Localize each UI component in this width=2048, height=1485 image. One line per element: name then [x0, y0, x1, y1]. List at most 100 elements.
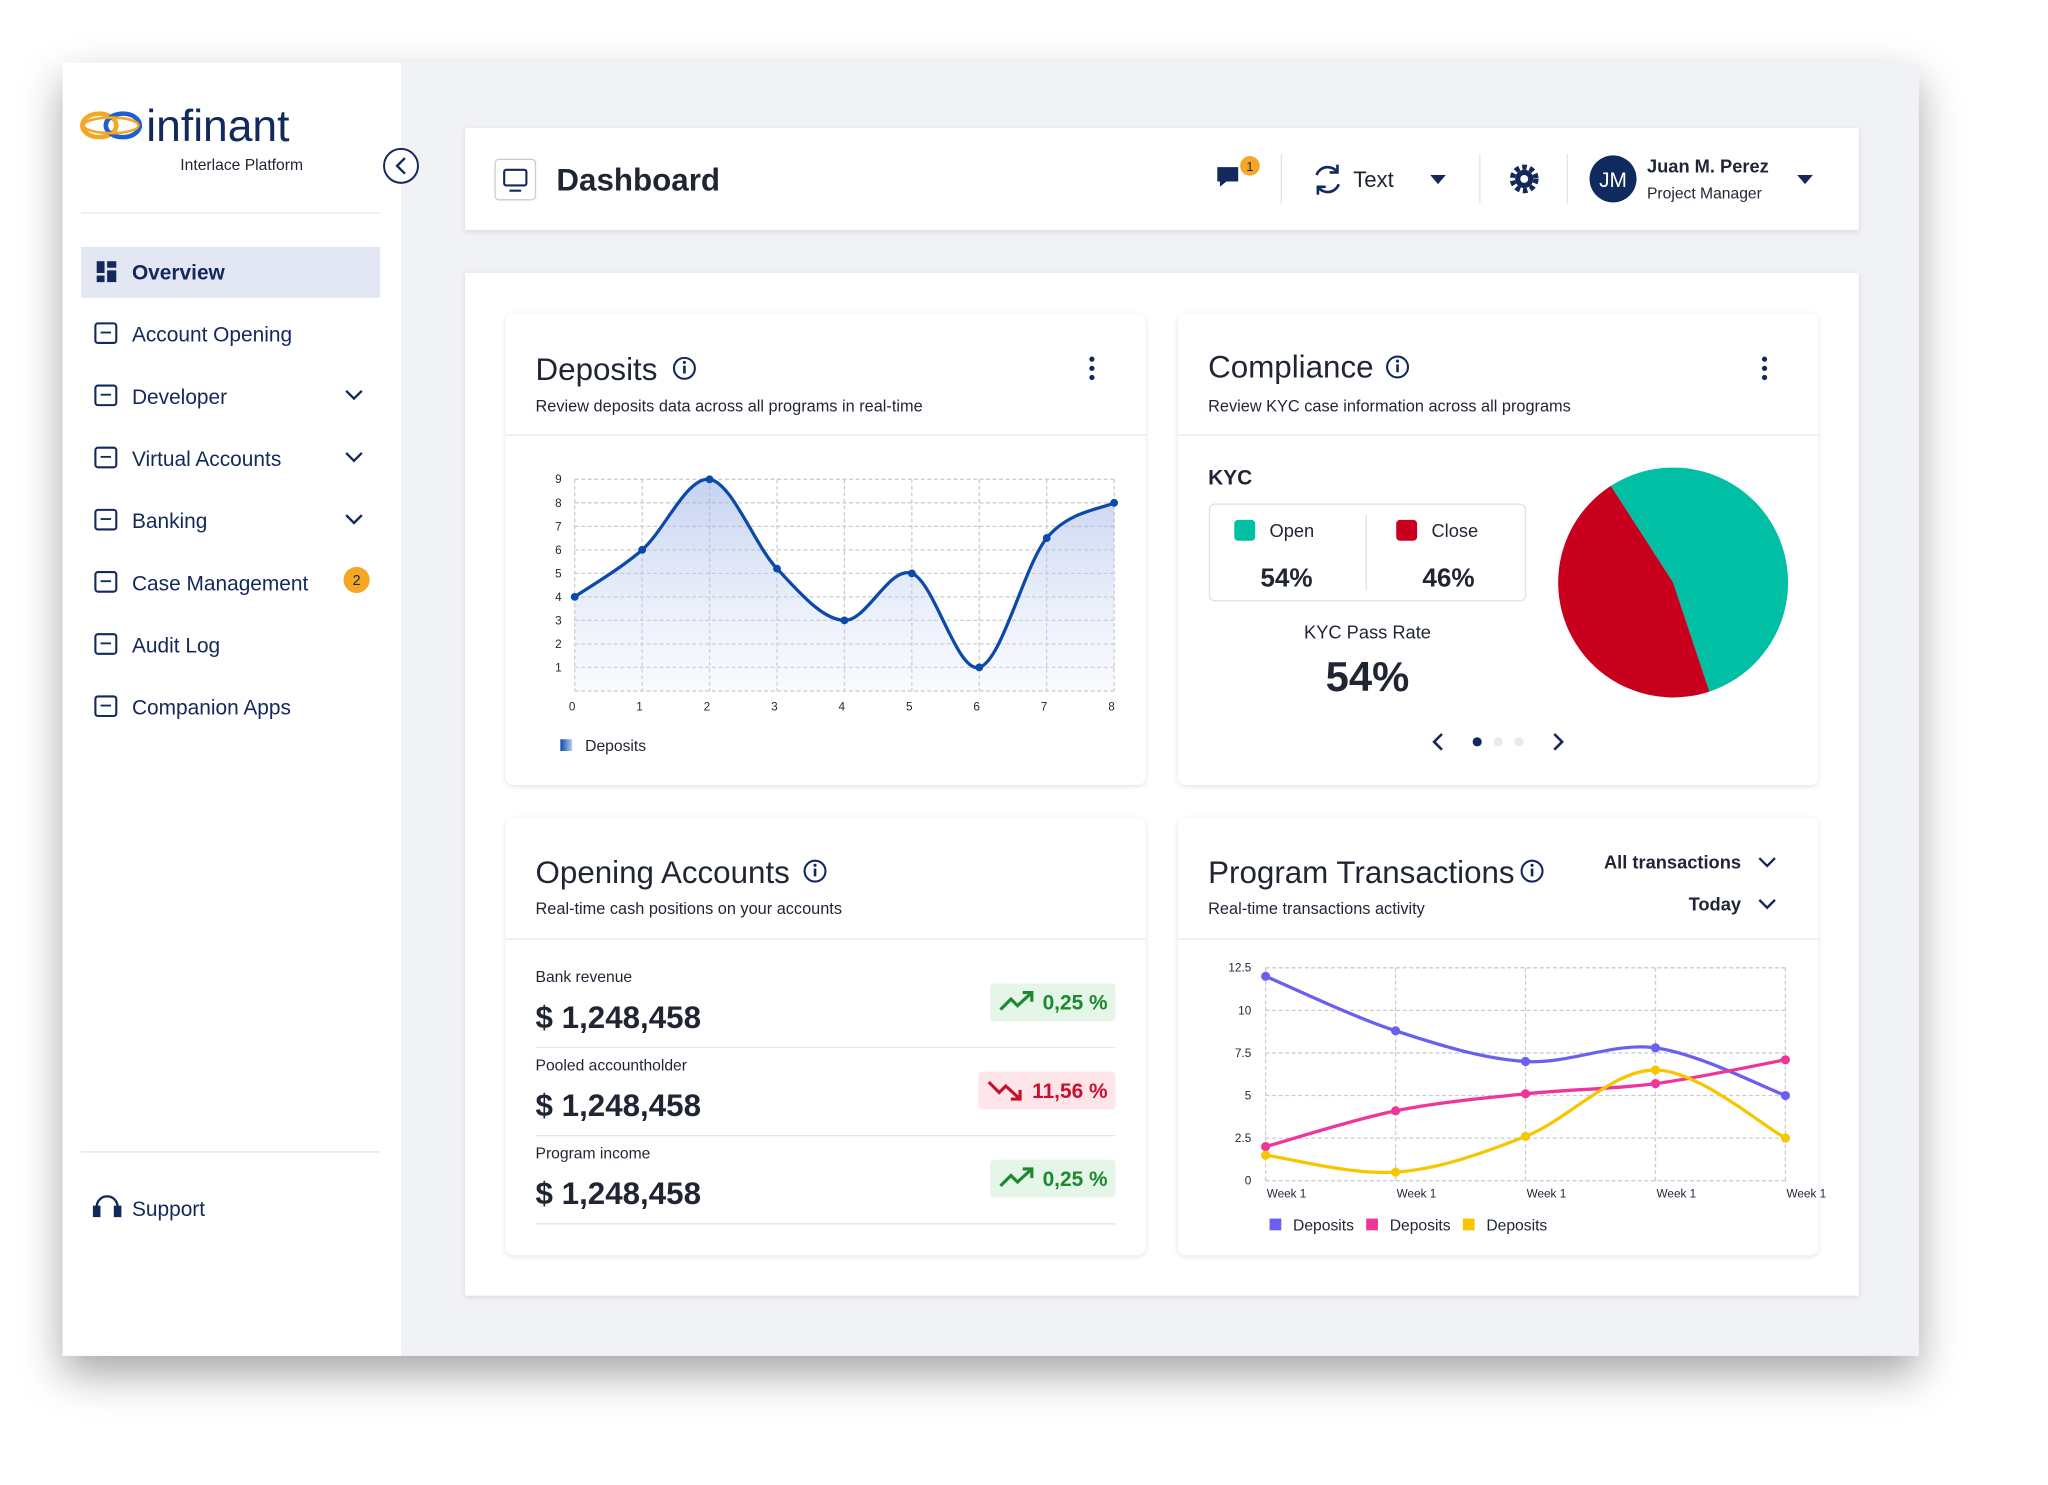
row-amount: $ 1,248,458: [536, 1088, 702, 1123]
y-tick-label: 2: [555, 638, 562, 651]
carousel-dot[interactable]: [1472, 737, 1482, 747]
nav-icon: [94, 322, 118, 345]
nav-item[interactable]: Overview: [81, 246, 381, 298]
point: [1110, 498, 1119, 507]
row-label: Pooled accountholder: [536, 1057, 687, 1074]
point: [1780, 1133, 1791, 1143]
nav-icon: [107, 261, 117, 268]
legend-value: 54%: [1260, 562, 1312, 592]
change-badge: 0,25 %: [990, 983, 1116, 1022]
nav-label: Overview: [132, 261, 226, 284]
user-name: Juan M. Perez: [1647, 155, 1769, 176]
nav-item[interactable]: Virtual Accounts: [94, 446, 363, 471]
x-tick-label: 0: [569, 701, 576, 714]
legend-swatch: [1462, 1218, 1475, 1231]
nav-item[interactable]: Banking: [94, 508, 363, 533]
info-icon[interactable]: [1386, 355, 1410, 379]
selector-caret[interactable]: [1430, 175, 1446, 185]
change-badge-bg: [990, 1159, 1116, 1198]
row-amount: $ 1,248,458: [536, 1000, 702, 1035]
notifications-button[interactable]: 1: [1217, 156, 1260, 187]
card-subtitle: Real-time transactions activity: [1208, 900, 1426, 918]
y-tick-label: 5: [1245, 1089, 1252, 1102]
nav-icon: [94, 571, 118, 593]
kebab-menu[interactable]: [1761, 356, 1768, 381]
point: [1520, 1131, 1531, 1141]
point: [1261, 1142, 1271, 1152]
nav-label: Virtual Accounts: [132, 448, 281, 471]
filter-chevron: [1758, 899, 1776, 910]
support-link[interactable]: Support: [132, 1198, 205, 1221]
nav-label: Case Management: [132, 572, 309, 595]
legend-swatch: [1234, 519, 1256, 541]
y-tick-label: 2.5: [1235, 1132, 1252, 1145]
y-tick-label: 4: [555, 591, 562, 604]
y-tick-label: 3: [555, 614, 562, 627]
y-tick-label: 10: [1238, 1004, 1252, 1017]
y-tick-label: 9: [555, 473, 562, 486]
change-value: 11,56 %: [1032, 1080, 1108, 1103]
transactions-chart: 0 2.5 5 7.5 10 12.5 Week 1 Week 1 Week 1 Week 1 We…: [1228, 962, 1826, 1235]
selector-label[interactable]: Text: [1353, 167, 1394, 192]
point: [840, 616, 849, 625]
avatar[interactable]: [1589, 155, 1637, 203]
info-icon[interactable]: [803, 859, 827, 883]
page-title: Dashboard: [556, 163, 720, 198]
nav-label: Account Opening: [132, 324, 292, 347]
settings-button[interactable]: [1509, 164, 1539, 194]
nav-active-bg: [81, 246, 381, 298]
nav-chevron: [345, 389, 363, 401]
carousel-dot[interactable]: [1493, 737, 1503, 747]
carousel-next[interactable]: [1553, 733, 1564, 751]
user-menu-caret[interactable]: [1797, 175, 1813, 185]
nav-item[interactable]: Audit Log: [94, 633, 220, 658]
brand-name: infinant: [146, 102, 290, 151]
nav-item[interactable]: Case Management 2: [94, 566, 370, 596]
x-tick-label: Week 1: [1397, 1188, 1437, 1201]
point: [907, 569, 916, 578]
x-tick-label: Week 1: [1657, 1188, 1697, 1201]
y-tick-label: 8: [555, 497, 562, 510]
nav-item[interactable]: Developer: [94, 384, 363, 409]
filter-chevron: [1758, 857, 1776, 868]
filter-dropdown[interactable]: Today: [1689, 893, 1776, 914]
row-label: Program income: [536, 1145, 651, 1162]
nav-item[interactable]: Companion Apps: [94, 695, 291, 720]
deposits-chart: 1 2 3 4 5 6 7 8 9 0 1 2 3 4 5 6 7 8 Deposits: [555, 473, 1119, 755]
y-tick-label: 7: [555, 520, 562, 533]
x-tick-label: 6: [973, 701, 980, 714]
kyc-legend-box: [1208, 503, 1527, 602]
info-icon[interactable]: [672, 356, 696, 380]
nav-icon: [94, 508, 118, 531]
row-label: Bank revenue: [536, 969, 633, 986]
legend-label: Deposits: [1293, 1217, 1354, 1234]
change-value: 0,25 %: [1043, 992, 1108, 1015]
kebab-menu[interactable]: [1089, 356, 1095, 381]
y-tick-label: 5: [555, 567, 562, 580]
nav-icon: [96, 275, 105, 283]
nav-item[interactable]: Account Opening: [94, 322, 292, 347]
point: [1391, 1167, 1401, 1177]
x-tick-label: 5: [906, 701, 913, 714]
trend-icon: [999, 991, 1033, 1011]
collapse-button[interactable]: [383, 147, 419, 184]
filter-dropdown[interactable]: All transactions: [1604, 852, 1776, 873]
legend-swatch: [560, 739, 573, 751]
card-title: Deposits: [536, 352, 658, 387]
carousel-dot[interactable]: [1514, 737, 1524, 747]
pass-rate-label: KYC Pass Rate: [1304, 622, 1431, 643]
change-badge: 0,25 %: [990, 1159, 1116, 1198]
point: [1391, 1026, 1401, 1036]
account-rows: Bank revenue $ 1,248,458 0,25 % Pooled acco…: [536, 969, 1116, 1225]
point: [638, 545, 647, 554]
carousel-prev[interactable]: [1432, 733, 1443, 751]
nav-badge: [343, 566, 370, 593]
nav-badge-count: 2: [353, 573, 361, 589]
opening-accounts-card: [505, 817, 1146, 1256]
brand-subtitle: Interlace Platform: [180, 157, 303, 174]
y-tick-label: 12.5: [1228, 962, 1251, 975]
info-icon[interactable]: [1520, 859, 1544, 883]
nav-chevron: [345, 452, 363, 463]
y-tick-label: 1: [555, 661, 562, 674]
pass-rate-value: 54%: [1326, 653, 1410, 700]
